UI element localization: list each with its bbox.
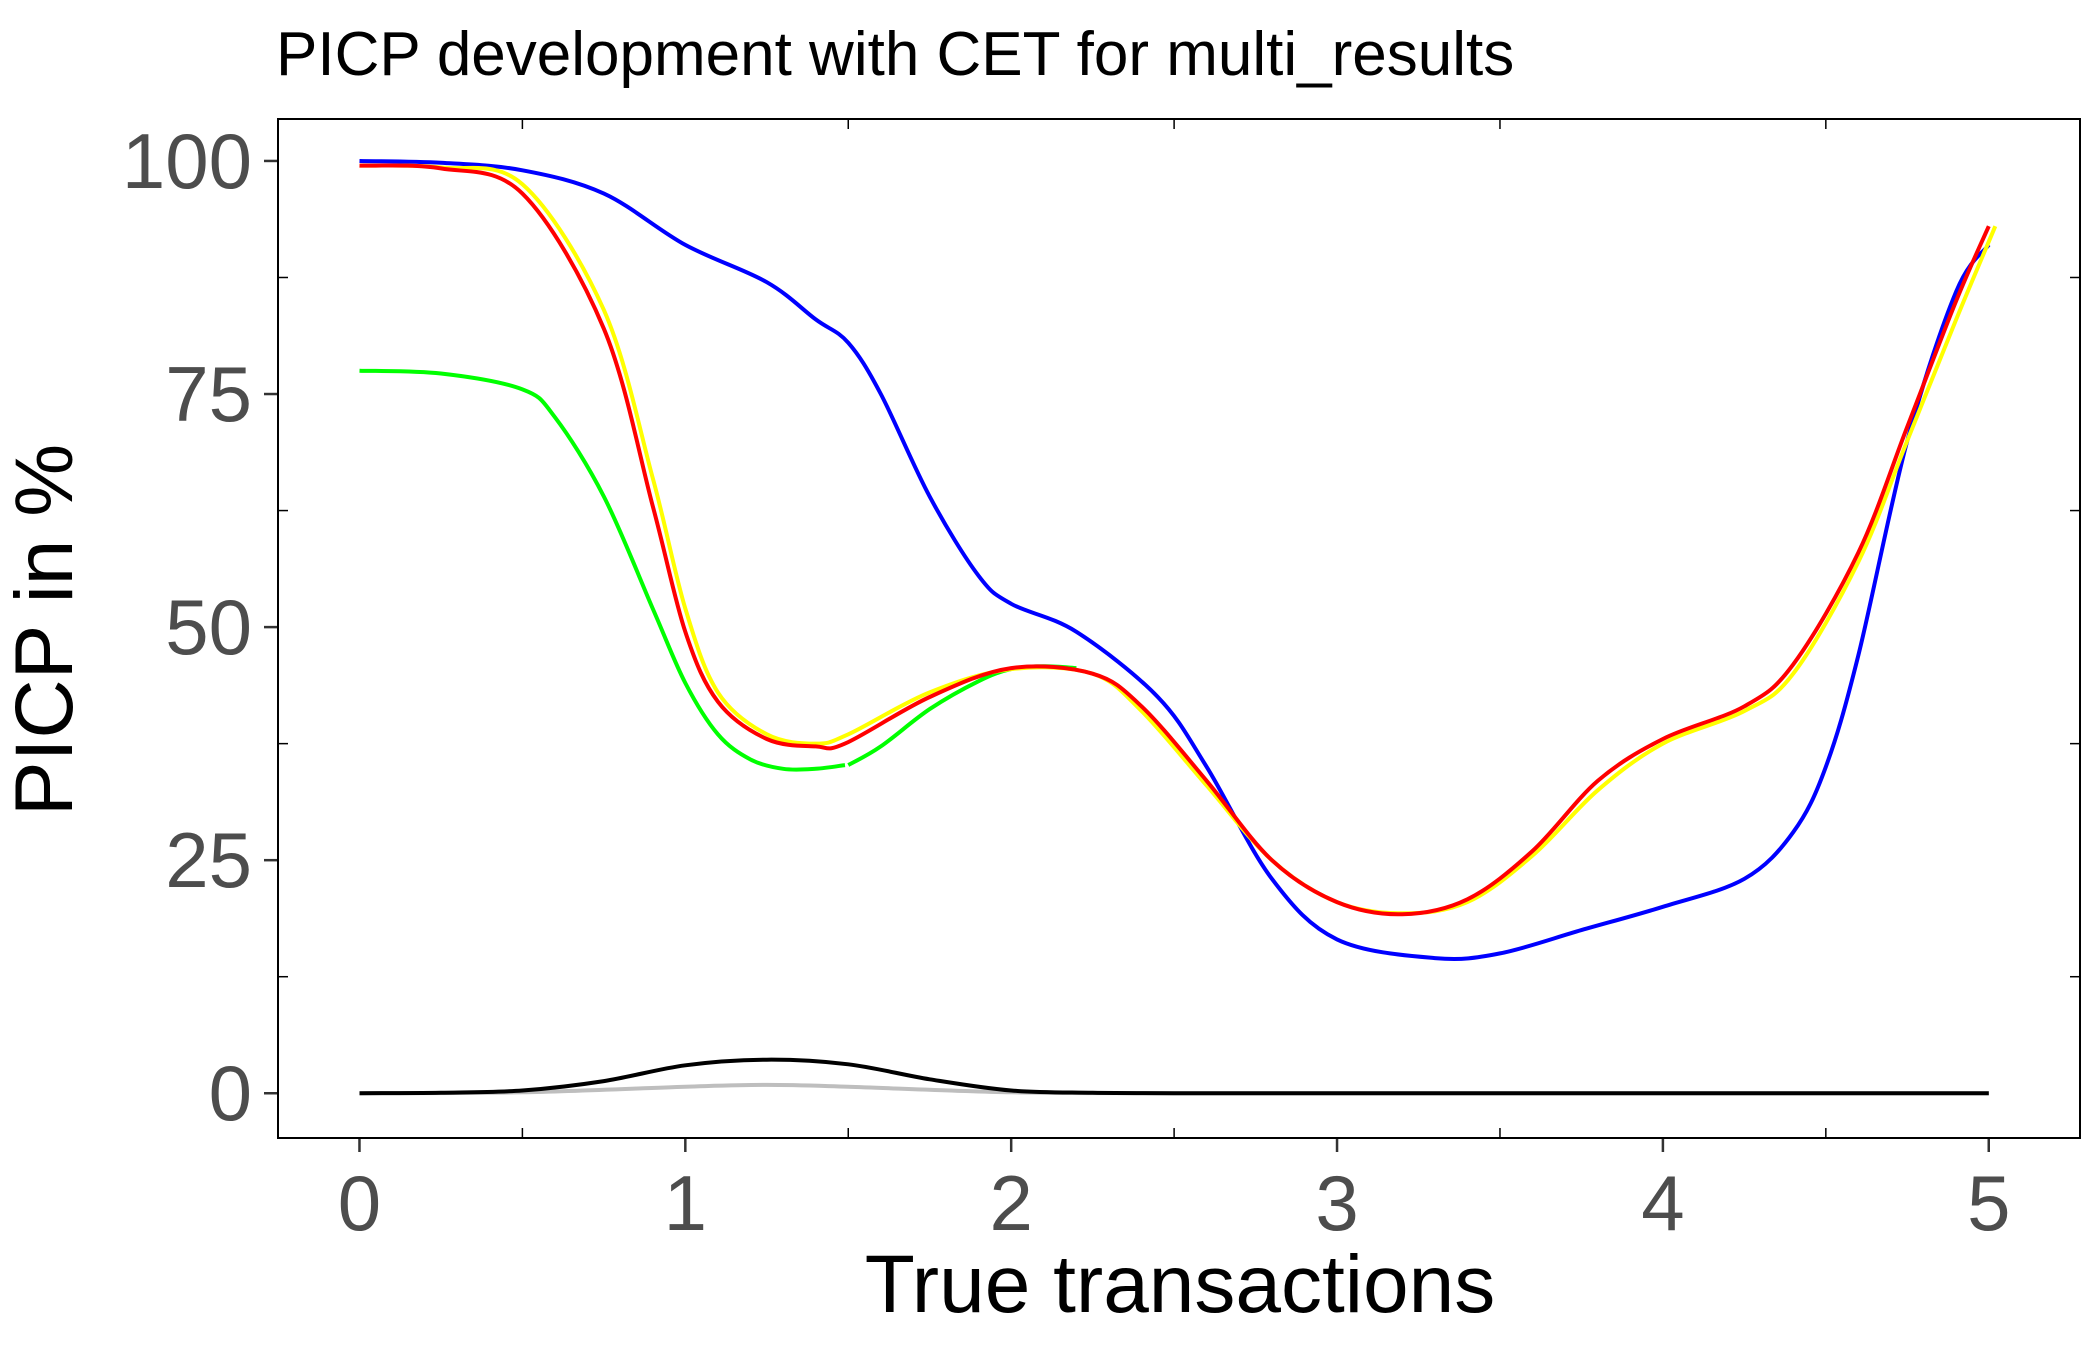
x-tick-label: 3 [1315, 1159, 1358, 1247]
y-tick-label: 75 [165, 350, 252, 438]
y-tick-label: 25 [165, 816, 252, 904]
x-tick-label: 1 [664, 1159, 707, 1247]
series-layer [359, 159, 1998, 1096]
series-line-6 [359, 163, 1998, 916]
y-tick-label: 100 [122, 117, 252, 205]
y-axis-title: PICP in % [0, 444, 90, 816]
x-tick-label: 5 [1967, 1159, 2010, 1247]
series-line-7 [359, 163, 1991, 917]
x-tick-label: 2 [989, 1159, 1032, 1247]
y-tick-label: 0 [209, 1049, 252, 1137]
x-tick-label: 4 [1641, 1159, 1684, 1247]
series-line-3 [359, 368, 846, 772]
chart-title: PICP development with CET for multi_resu… [276, 20, 1514, 89]
x-tick-label: 0 [338, 1159, 381, 1247]
y-tick-label: 50 [165, 583, 252, 671]
series-line-5 [359, 159, 1991, 961]
plot-frame [277, 118, 2081, 1139]
x-axis: 0 1 2 3 4 5 [338, 119, 2010, 1247]
series-line-2 [359, 1057, 1989, 1096]
y-axis: 0 25 50 75 100 [122, 117, 2080, 1137]
x-axis-title: True transactions [865, 1239, 1495, 1330]
